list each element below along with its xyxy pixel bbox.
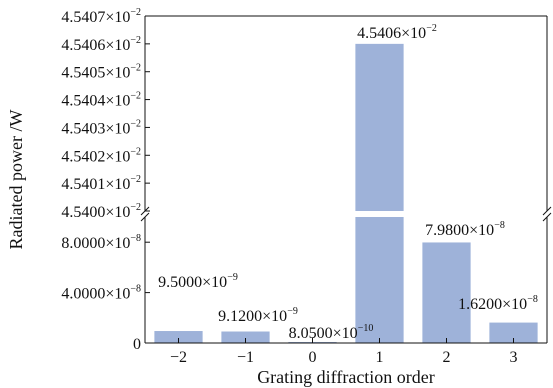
x-tick-label: 1: [376, 349, 384, 366]
axis-break-mark-left: [140, 212, 150, 222]
x-tick-label: 3: [510, 349, 518, 366]
x-tick-label: 0: [309, 349, 317, 366]
y-tick-label: 4.0000×10−8: [61, 284, 141, 303]
data-label: 1.6200×10−8: [458, 294, 538, 313]
x-tick-label: −2: [170, 349, 187, 366]
data-label: 4.5406×10−2: [357, 23, 437, 42]
y-tick-label: 4.5402×10−2: [61, 146, 141, 165]
x-tick-label: 2: [443, 349, 451, 366]
data-labels-group: 9.5000×10−9 9.1200×10−98.0500×10−10 4.5406…: [158, 23, 538, 342]
bar-lower-segment: [355, 217, 404, 343]
y-tick-label: 4.5407×10−2: [61, 7, 141, 26]
bar: [355, 43, 404, 211]
bar: [489, 322, 538, 343]
bars-group: [154, 43, 538, 343]
bar: [154, 331, 203, 343]
data-label: 8.0500×10−10: [289, 323, 374, 342]
axis-break-mark-right: [542, 212, 552, 222]
axes-group: [140, 15, 552, 344]
y-tick-label: 4.5400×10−2: [61, 202, 141, 221]
y-tick-label: 4.5405×10−2: [61, 63, 141, 82]
data-label: 7.9800×10−8: [425, 220, 505, 239]
y-tick-label: 4.5406×10−2: [61, 35, 141, 54]
axis-break-mark-right: [542, 206, 552, 216]
data-label: 9.5000×10−9: [158, 272, 238, 291]
y-tick-label: 4.5401×10−2: [61, 174, 141, 193]
ticks-group: 4.5400×10−2 4.5401×10−2 4.5402×10−2 4.5403×…: [61, 7, 517, 366]
x-tick-label: −1: [237, 349, 254, 366]
x-axis-title: Grating diffraction order: [257, 367, 435, 387]
bar: [221, 331, 270, 343]
y-tick-label: 4.5404×10−2: [61, 91, 141, 110]
bar: [422, 242, 471, 343]
y-tick-label: 8.0000×10−8: [61, 233, 141, 252]
y-axis-title: Radiated power /W: [6, 110, 26, 250]
y-tick-label: 4.5403×10−2: [61, 118, 141, 137]
data-label: 9.1200×10−9: [218, 306, 298, 325]
y-tick-label: 0: [133, 336, 141, 353]
